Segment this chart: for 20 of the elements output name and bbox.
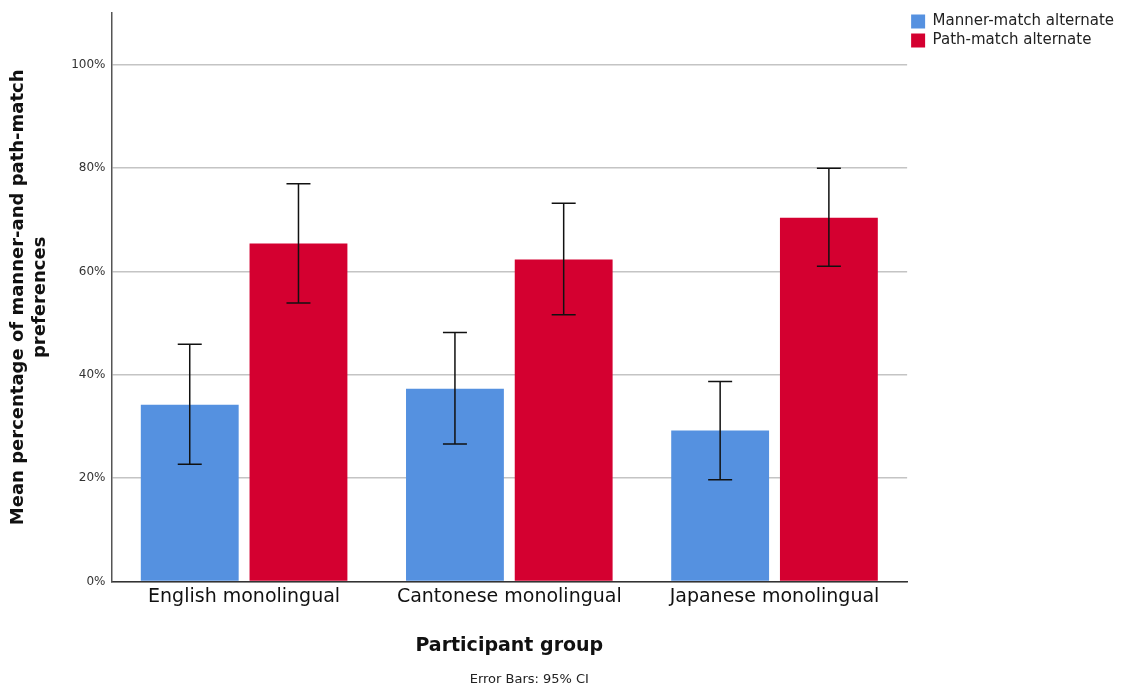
y-tick-label: 0%: [86, 573, 106, 588]
y-tick-label: 100%: [71, 56, 106, 71]
text: Error Bars: 95% CI: [469, 671, 589, 687]
legend-label: Manner-match alternate: [932, 11, 1115, 30]
x-axis-title: Participant group: [415, 632, 604, 655]
bar: [406, 388, 504, 581]
bar: [779, 217, 878, 581]
legend-label: Path-match alternate: [932, 30, 1092, 49]
x-tick-label: English monolingual: [148, 583, 341, 606]
bar: [671, 430, 770, 581]
bar: [514, 259, 613, 581]
x-tick-label: Cantonese monolingual: [396, 583, 622, 606]
x-tick-label: Japanese monolingual: [668, 583, 880, 606]
y-tick-label: 40%: [78, 366, 106, 381]
bar: [249, 243, 348, 581]
y-tick-label: 60%: [78, 263, 106, 278]
y-tick-label: 80%: [78, 160, 106, 175]
y-tick-label: 20%: [78, 470, 106, 485]
y-axis-title: Mean percentage of manner-and path-match preferences: [6, 69, 50, 526]
bar: [140, 404, 239, 581]
